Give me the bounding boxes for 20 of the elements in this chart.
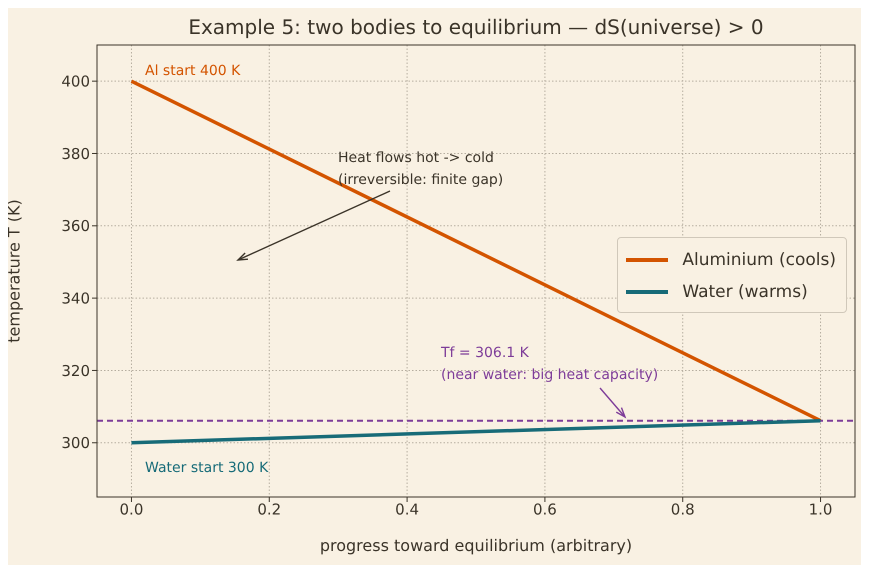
x-tick-label: 0.2 — [257, 500, 282, 519]
annotation: Al start 400 K — [145, 63, 242, 79]
x-tick-label: 0.8 — [670, 500, 695, 519]
chart-title: Example 5: two bodies to equilibrium — dS(universe) > 0 — [188, 15, 764, 39]
y-tick-label: 320 — [61, 362, 90, 380]
y-tick-label: 400 — [61, 72, 90, 90]
x-tick-label: 0.6 — [532, 500, 557, 519]
y-tick-label: 380 — [61, 144, 90, 163]
y-tick-label: 340 — [61, 289, 90, 308]
y-tick-label: 360 — [61, 217, 90, 236]
annotation: Water start 300 K — [145, 460, 270, 476]
y-tick-label: 300 — [61, 434, 90, 452]
legend-label: Water (warms) — [682, 282, 808, 302]
x-tick-label: 0.4 — [395, 500, 420, 519]
x-tick-label: 1.0 — [808, 500, 832, 519]
annotation: Heat flows hot -> cold (irreversible: finite gap) — [338, 150, 504, 188]
legend-label: Aluminium (cools) — [682, 250, 836, 270]
x-axis-title: progress toward equilibrium (arbitrary) — [320, 536, 632, 555]
x-tick-label: 0.0 — [120, 500, 144, 519]
annotation: Tf = 306.1 K (near water: big heat capacity) — [440, 345, 658, 383]
